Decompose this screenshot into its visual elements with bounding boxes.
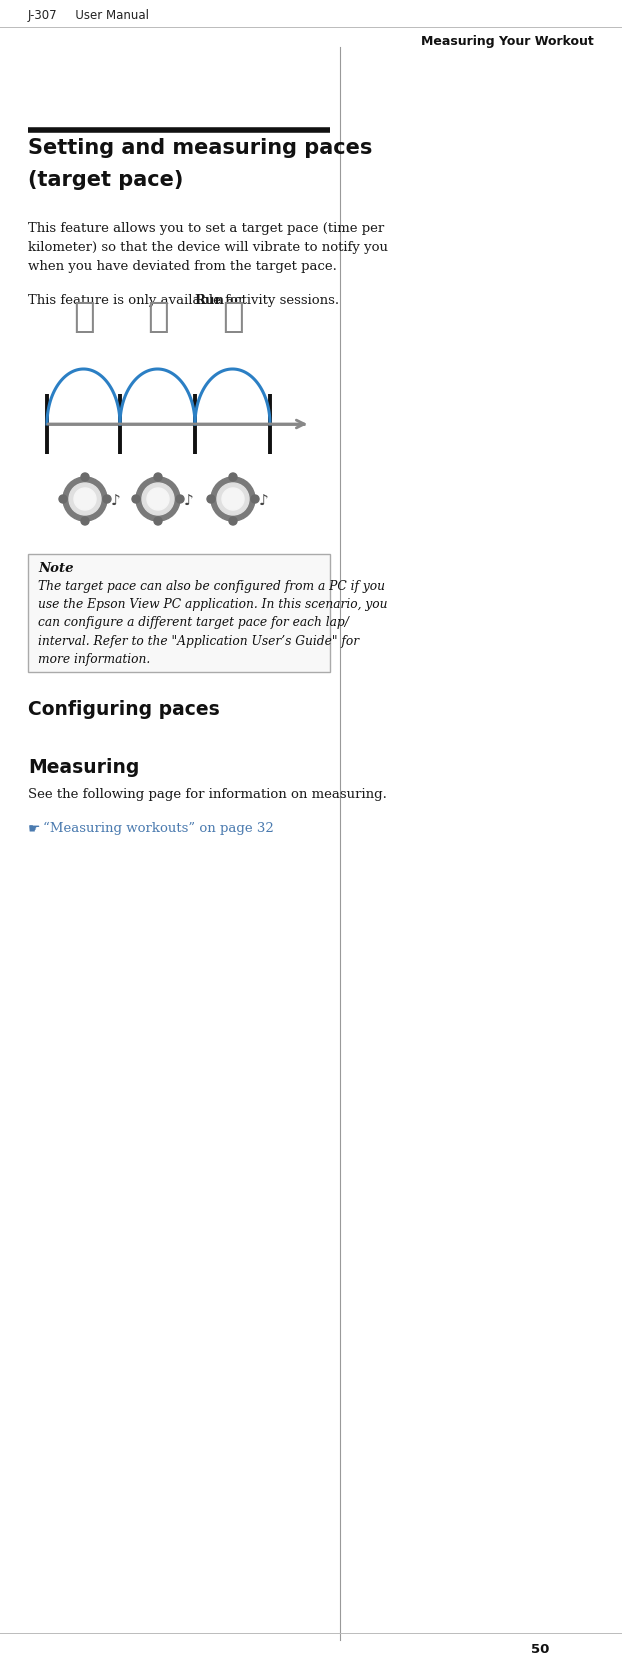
Text: Measuring Your Workout: Measuring Your Workout xyxy=(421,35,594,49)
Text: ♪: ♪ xyxy=(184,494,193,509)
Circle shape xyxy=(154,518,162,524)
Text: ♪: ♪ xyxy=(259,494,269,509)
Text: ♪: ♪ xyxy=(111,494,121,509)
Text: Configuring paces: Configuring paces xyxy=(28,700,220,719)
Text: Setting and measuring paces: Setting and measuring paces xyxy=(28,137,373,157)
Text: 50: 50 xyxy=(531,1643,549,1657)
Circle shape xyxy=(59,496,67,502)
Text: This feature is only available for: This feature is only available for xyxy=(28,295,249,307)
Circle shape xyxy=(69,482,101,514)
Text: Note: Note xyxy=(38,563,73,575)
Circle shape xyxy=(251,496,259,502)
Text: activity sessions.: activity sessions. xyxy=(222,295,339,307)
Circle shape xyxy=(222,487,244,509)
Circle shape xyxy=(81,472,89,481)
Circle shape xyxy=(142,482,174,514)
Circle shape xyxy=(81,518,89,524)
Text: 🏃: 🏃 xyxy=(73,300,95,333)
Circle shape xyxy=(217,482,249,514)
Circle shape xyxy=(132,496,140,502)
Circle shape xyxy=(211,477,255,521)
Text: The target pace can also be configured from a PC if you
use the Epson View PC ap: The target pace can also be configured f… xyxy=(38,580,388,665)
Circle shape xyxy=(207,496,215,502)
Circle shape xyxy=(147,487,169,509)
Text: J-307     User Manual: J-307 User Manual xyxy=(28,8,150,22)
Text: Run: Run xyxy=(194,295,224,307)
Text: “Measuring workouts” on page 32: “Measuring workouts” on page 32 xyxy=(43,822,274,836)
Bar xyxy=(28,554,330,672)
Circle shape xyxy=(63,477,107,521)
Text: ☛: ☛ xyxy=(28,822,40,836)
Circle shape xyxy=(136,477,180,521)
Text: Measuring: Measuring xyxy=(28,759,139,777)
Circle shape xyxy=(103,496,111,502)
Text: This feature allows you to set a target pace (time per
kilometer) so that the de: This feature allows you to set a target … xyxy=(28,223,388,273)
Circle shape xyxy=(176,496,184,502)
Circle shape xyxy=(74,487,96,509)
Circle shape xyxy=(154,472,162,481)
Text: 🏃: 🏃 xyxy=(221,300,243,333)
Text: (target pace): (target pace) xyxy=(28,169,183,189)
Text: See the following page for information on measuring.: See the following page for information o… xyxy=(28,787,387,801)
Circle shape xyxy=(229,518,237,524)
Text: 🏃: 🏃 xyxy=(147,300,169,333)
Circle shape xyxy=(229,472,237,481)
